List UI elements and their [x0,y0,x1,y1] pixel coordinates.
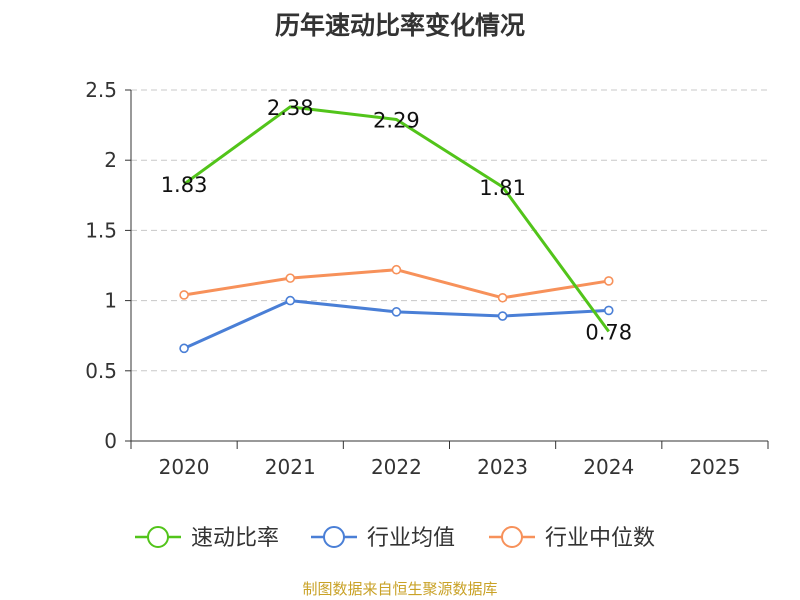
data-point[interactable] [391,307,402,317]
legend-label[interactable]: 速动比率 [191,526,279,551]
x-tick-label: 2022 [371,455,422,479]
x-tick-label: 2025 [689,455,740,479]
data-point[interactable] [603,305,614,316]
series-lines [179,105,614,354]
y-tick-label: 1 [104,289,117,313]
data-label: 1.81 [479,176,526,200]
grid-lines [131,89,768,372]
y-tick-label: 2.5 [85,78,117,102]
x-tick-label: 2020 [159,455,210,479]
y-tick-label: 1.5 [85,218,117,242]
legend-label[interactable]: 行业中位数 [545,526,655,551]
data-point[interactable] [603,276,614,286]
data-point[interactable] [285,273,296,283]
x-tick-label: 2023 [477,455,528,479]
legend-marker [147,526,169,548]
legend-label[interactable]: 行业均值 [367,526,455,551]
axes: 0 0.5 1 1.5 2 2.5 2020 2021 2022 2023 2024 2025 [85,78,769,479]
chart-title: 历年速动比率变化情况 [274,11,525,40]
data-point[interactable] [179,290,189,300]
legend-marker [323,526,345,548]
legend: 速动比率 行业均值 行业中位数 [135,526,655,551]
data-label: 2.38 [267,96,314,120]
y-tick-label: 0 [104,429,117,453]
data-label: 1.83 [161,173,208,197]
source-note: 制图数据来自恒生聚源数据库 [302,580,498,598]
data-point[interactable] [285,295,296,306]
data-label: 0.78 [585,320,632,344]
data-label: 2.29 [373,108,420,132]
y-tick-label: 2 [104,148,117,172]
legend-marker [501,526,523,548]
data-labels: 1.83 2.38 2.29 1.81 0.78 [161,96,632,345]
data-point[interactable] [497,311,508,321]
data-point[interactable] [391,264,402,275]
series-line [183,105,610,333]
data-point[interactable] [497,292,508,303]
x-tick-label: 2024 [583,455,634,479]
y-tick-label: 0.5 [85,359,117,383]
data-point[interactable] [179,343,189,354]
x-tick-label: 2021 [265,455,316,479]
